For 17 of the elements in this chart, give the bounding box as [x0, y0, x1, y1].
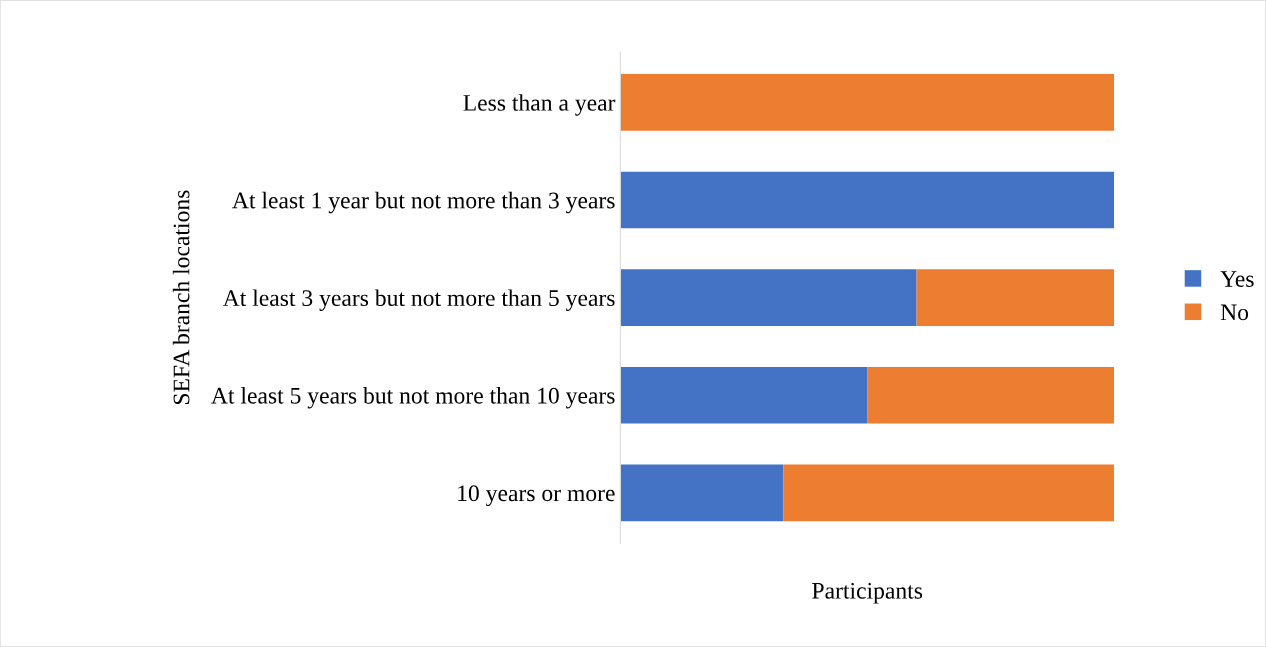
bar	[783, 464, 1115, 522]
bar	[620, 464, 784, 522]
y-axis-title: SEFA branch locations	[172, 190, 190, 405]
bar	[620, 74, 1115, 131]
legend-label: No	[1220, 304, 1249, 321]
bar	[916, 269, 1115, 326]
bar	[620, 171, 1115, 229]
bar	[620, 366, 868, 424]
bar	[867, 366, 1115, 424]
y-tick-label: 10 years or more	[458, 485, 615, 507]
legend-label: Yes	[1220, 271, 1254, 287]
bar	[620, 269, 917, 326]
y-tick-label: Less than a year	[463, 94, 616, 116]
y-tick-label: At least 3 years but not more than 5 years	[222, 289, 615, 311]
y-tick-label: At least 5 years but not more than 10 years	[211, 387, 615, 409]
x-axis-title: Participants	[812, 582, 923, 604]
y-tick-label: At least 1 year but not more than 3 years	[232, 191, 615, 214]
